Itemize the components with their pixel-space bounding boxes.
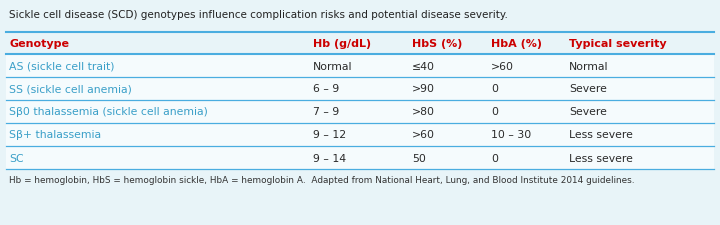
Text: 6 – 9: 6 – 9 [313, 84, 339, 94]
Text: Genotype: Genotype [9, 39, 69, 49]
Text: 0: 0 [491, 107, 498, 117]
Text: 0: 0 [491, 84, 498, 94]
Bar [6, 55, 714, 78]
Text: 0: 0 [491, 153, 498, 163]
Bar [6, 101, 714, 124]
Text: Severe: Severe [569, 107, 607, 117]
Text: >80: >80 [412, 107, 435, 117]
Bar [6, 78, 714, 101]
Text: HbS (%): HbS (%) [412, 39, 462, 49]
Text: 9 – 14: 9 – 14 [313, 153, 346, 163]
Text: 9 – 12: 9 – 12 [313, 130, 346, 140]
Text: Sβ0 thalassemia (sickle cell anemia): Sβ0 thalassemia (sickle cell anemia) [9, 107, 208, 117]
Text: Severe: Severe [569, 84, 607, 94]
Bar [6, 146, 714, 169]
Text: Hb = hemoglobin, HbS = hemoglobin sickle, HbA = hemoglobin A.  Adapted from Nati: Hb = hemoglobin, HbS = hemoglobin sickle… [9, 175, 634, 184]
Text: SC: SC [9, 153, 24, 163]
Text: Less severe: Less severe [569, 153, 633, 163]
Text: 50: 50 [412, 153, 426, 163]
Text: ≤40: ≤40 [412, 61, 435, 71]
Text: SS (sickle cell anemia): SS (sickle cell anemia) [9, 84, 132, 94]
Text: >90: >90 [412, 84, 435, 94]
Text: Normal: Normal [569, 61, 608, 71]
Text: Sickle cell disease (SCD) genotypes influence complication risks and potential d: Sickle cell disease (SCD) genotypes infl… [9, 10, 508, 20]
Text: 7 – 9: 7 – 9 [313, 107, 339, 117]
Text: Less severe: Less severe [569, 130, 633, 140]
Text: HbA (%): HbA (%) [491, 39, 542, 49]
Bar [6, 33, 714, 55]
Bar [6, 124, 714, 146]
Text: Normal: Normal [313, 61, 353, 71]
Text: >60: >60 [412, 130, 435, 140]
Text: AS (sickle cell trait): AS (sickle cell trait) [9, 61, 115, 71]
Text: Sβ+ thalassemia: Sβ+ thalassemia [9, 130, 102, 140]
Text: Hb (g/dL): Hb (g/dL) [313, 39, 372, 49]
Text: Typical severity: Typical severity [569, 39, 667, 49]
Text: >60: >60 [491, 61, 514, 71]
Text: 10 – 30: 10 – 30 [491, 130, 531, 140]
